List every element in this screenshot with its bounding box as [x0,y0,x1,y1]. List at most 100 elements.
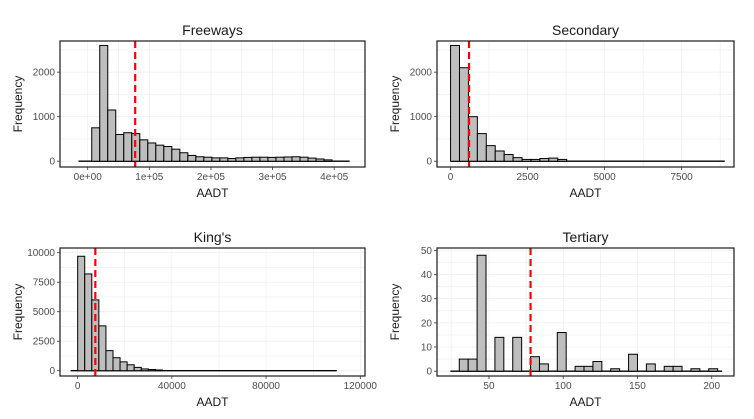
histogram-bar [203,156,213,162]
histogram-bar [663,365,674,372]
histogram-bar [99,44,109,162]
y-tick-label: 1000 [33,112,56,123]
y-axis-label: Frequency [388,76,402,133]
x-tick-label: 150 [629,381,646,392]
panel-1: 0e+00 1e+05 2e+05 3e+05 4e+05 0 1000 2000 Freewa… [11,22,366,200]
histogram-bar [458,67,469,162]
x-tick-label: 2500 [516,172,539,183]
histogram-bar [450,44,460,162]
x-axis-label: AADT [196,395,229,409]
histogram-bar [458,358,469,372]
histogram-bar [690,368,701,372]
x-axis-label: AADT [569,395,602,409]
histogram-bar [283,156,293,162]
y-tick-label: 20 [421,318,433,329]
histogram-bar [521,158,532,162]
histogram-bar [512,336,523,372]
histogram-bar [119,361,128,372]
panel-frame [436,247,735,377]
y-tick-label: 30 [421,294,433,305]
histogram-bar [84,273,93,372]
histogram-bar [628,353,638,372]
histogram-bar [512,157,523,162]
histogram-bar [556,332,567,372]
x-axis-label: AADT [569,186,602,200]
histogram-bar [672,365,683,372]
x-tick-label: 0 [75,381,81,392]
x-tick-label: 50 [483,381,495,392]
histogram-bar [243,156,253,162]
histogram-bar [291,156,301,162]
panel-title: King's [194,229,232,245]
histogram-bar [235,157,245,162]
x-tick-label: 4e+05 [320,172,349,183]
histogram-bar [574,365,585,372]
histogram-bar [610,368,621,372]
x-tick-label: 2e+05 [197,172,226,183]
histogram-bar [112,357,121,372]
histogram-bar [105,350,114,372]
y-tick-label: 0 [49,157,55,168]
histogram-bar [323,159,333,162]
y-tick-label: 7500 [33,278,56,289]
x-tick-label: 3e+05 [259,172,288,183]
histogram-bar [115,133,125,162]
histogram-bar [133,366,142,372]
histogram-bar [494,150,505,162]
histogram-bar [251,156,261,162]
gridlines [60,248,365,376]
histogram-bar [126,364,135,372]
histogram-bar [503,154,514,162]
panel-frame [59,40,366,168]
histogram-bar [123,132,133,162]
histogram-bar [91,127,101,162]
histogram-bar [557,158,568,162]
panel-title: Freeways [182,22,243,38]
x-tick-label: 200 [703,381,720,392]
panel-frame [436,40,735,168]
y-tick-label: 10 [421,343,433,354]
panel-title: Tertiary [563,229,609,245]
histogram-bar [107,109,117,162]
histogram-bar [163,146,173,162]
y-axis-label: Frequency [11,284,25,341]
histogram-bar [211,157,221,162]
histogram-bar [476,133,487,162]
histogram-bar [139,139,149,162]
y-tick-label: 10000 [27,248,55,259]
x-tick-label: 80000 [252,381,280,392]
histogram-bar [494,336,505,372]
x-tick-label: 120000 [344,381,378,392]
histogram-bar [147,369,156,372]
x-tick-label: 100 [555,381,572,392]
panel-title: Secondary [552,22,619,38]
histogram-bar [583,365,594,372]
histogram-bar [538,363,549,372]
x-tick-label: 0 [448,172,454,183]
x-tick-label: 0e+00 [74,172,103,183]
histogram-bar [307,157,317,162]
y-tick-label: 2000 [410,68,433,79]
histogram-bar [708,368,719,372]
histogram-bar [179,152,189,162]
histogram-bar [171,148,181,162]
histogram-bar [548,157,559,162]
histogram-bar [275,156,285,162]
histogram-bar [140,368,149,372]
y-tick-label: 0 [49,366,55,377]
x-tick-label: 5000 [593,172,616,183]
histogram-bar [187,154,197,162]
x-axis-label: AADT [196,186,229,200]
histogram-bar [259,156,269,162]
y-tick-label: 50 [421,246,433,257]
histogram-bar [219,157,229,162]
y-axis-label: Frequency [11,76,25,133]
histogram-bar [485,145,496,162]
x-tick-label: 7500 [670,172,693,183]
panel-3: 0 40000 80000 120000 0 2500 5000 7500 10000 King'… [11,229,378,409]
x-tick-label: 1e+05 [135,172,164,183]
x-tick-label: 40000 [158,381,186,392]
y-tick-label: 40 [421,270,433,281]
